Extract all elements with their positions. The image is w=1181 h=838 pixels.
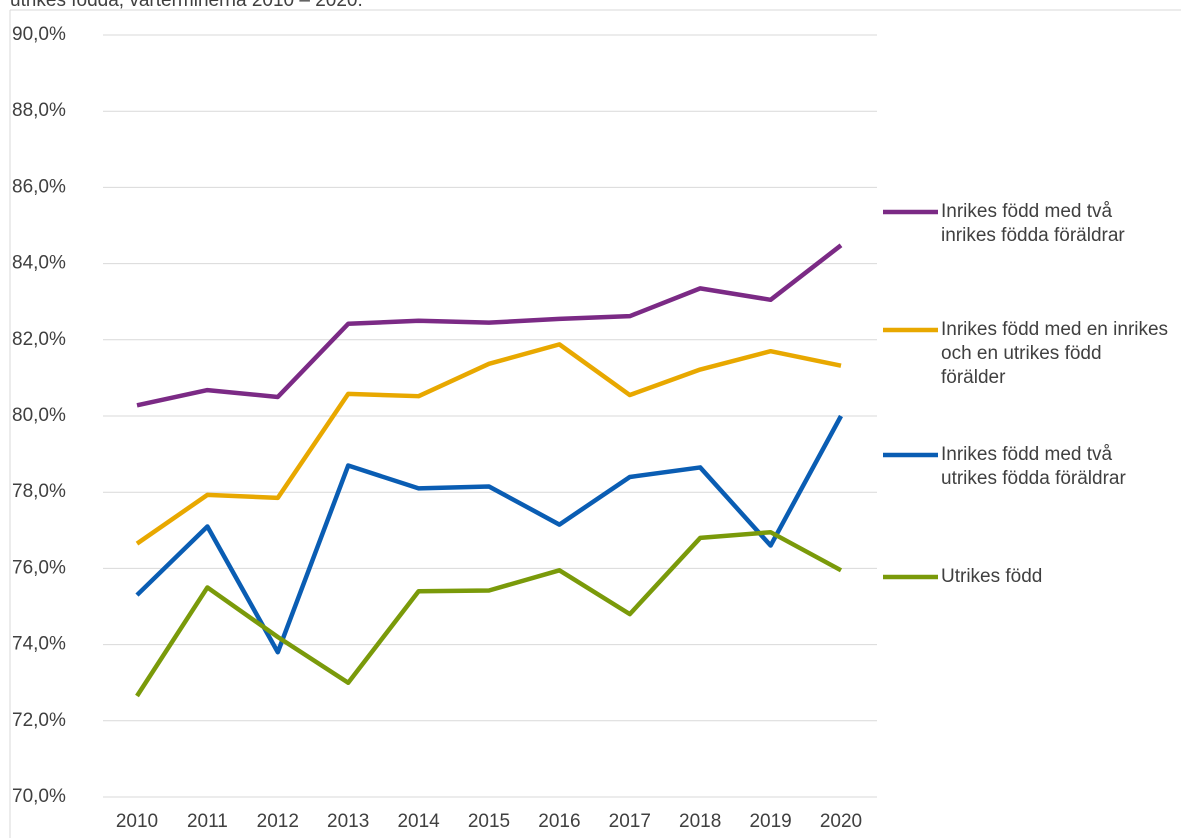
legend-label: Utrikes född — [941, 566, 1043, 587]
y-tick-label: 78,0% — [12, 481, 66, 502]
x-tick-label: 2013 — [327, 811, 369, 832]
y-tick-label: 82,0% — [12, 329, 66, 350]
y-tick-label: 72,0% — [12, 710, 66, 731]
x-tick-label: 2018 — [679, 811, 721, 832]
series-line — [135, 342, 842, 546]
series-line — [135, 529, 843, 698]
y-tick-label: 90,0% — [12, 24, 66, 45]
series-line — [136, 243, 843, 408]
y-tick-label: 88,0% — [12, 100, 66, 121]
x-tick-label: 2015 — [468, 811, 510, 832]
y-tick-label: 74,0% — [12, 634, 66, 655]
x-tick-label: 2017 — [609, 811, 651, 832]
y-tick-label: 76,0% — [12, 557, 66, 578]
y-tick-label: 86,0% — [12, 176, 66, 197]
x-tick-label: 2011 — [187, 811, 228, 832]
legend-label: Inrikes född med två inrikes födda föräl… — [941, 201, 1125, 246]
x-tick-label: 2014 — [397, 811, 440, 832]
x-tick-label: 2020 — [820, 811, 862, 832]
x-tick-label: 2010 — [116, 811, 158, 832]
y-tick-label: 84,0% — [12, 253, 66, 274]
x-tick-label: 2012 — [257, 811, 299, 832]
x-tick-label: 2016 — [538, 811, 580, 832]
y-tick-label: 80,0% — [12, 405, 66, 426]
x-tick-label: 2019 — [749, 811, 791, 832]
y-tick-label: 70,0% — [12, 786, 66, 807]
subtitle: utrikes födda, vårterminerna 2010 – 2020… — [10, 0, 363, 11]
series-line — [135, 414, 843, 655]
legend-label: Inrikes född med två utrikes födda föräl… — [941, 444, 1126, 489]
legend-label: Inrikes född med en inrikes och en utrik… — [941, 319, 1169, 388]
